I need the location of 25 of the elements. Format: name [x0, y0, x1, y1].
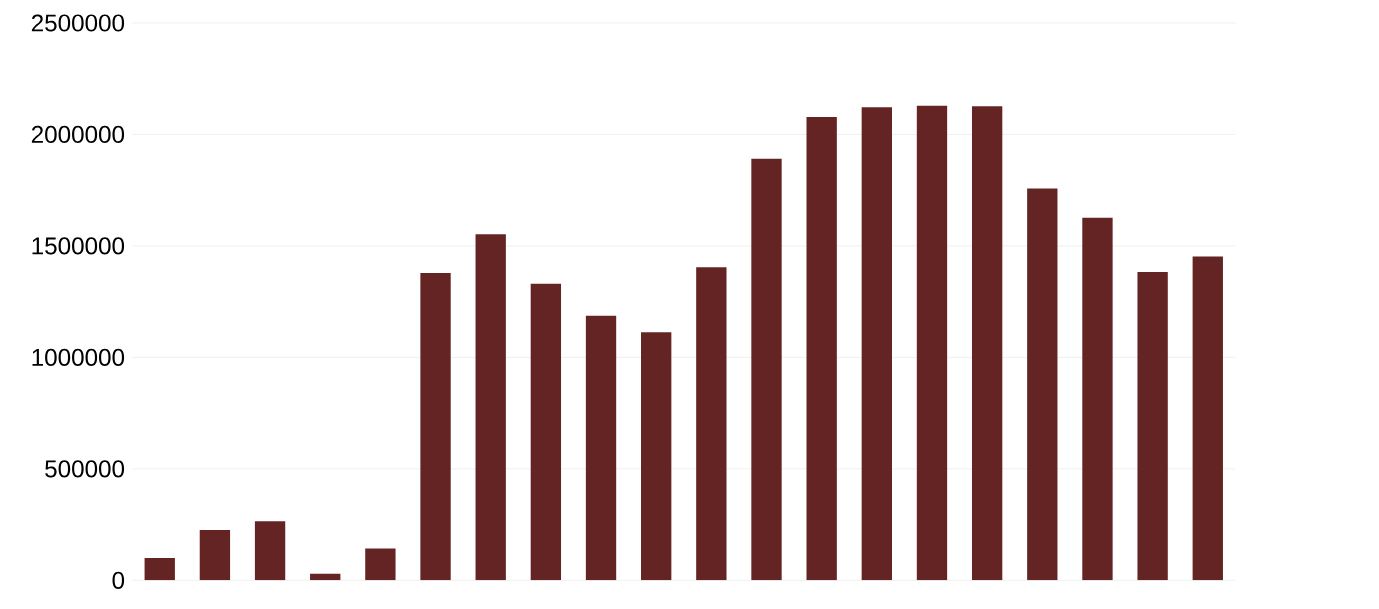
- bar: [1027, 188, 1058, 581]
- bar: [585, 315, 617, 581]
- y-tick-label: 2500000: [31, 14, 125, 32]
- bar: [475, 234, 506, 581]
- bar: [806, 117, 837, 581]
- bar: [751, 158, 782, 581]
- bar: [861, 107, 892, 581]
- bar: [1082, 217, 1113, 581]
- bar: [641, 332, 672, 581]
- bar: [420, 273, 451, 581]
- bar: [916, 105, 948, 581]
- bar: [365, 548, 396, 581]
- y-tick-label: 500000: [45, 460, 125, 478]
- y-tick-label: 0: [112, 571, 125, 589]
- y-tick-label: 1000000: [32, 348, 125, 366]
- bar: [1192, 256, 1223, 581]
- bar: [199, 529, 231, 581]
- bar: [1137, 271, 1168, 581]
- bar: [254, 521, 286, 581]
- bar: [530, 283, 562, 581]
- y-tick-label: 1500000: [32, 237, 125, 255]
- bar: [144, 558, 175, 581]
- y-tick-label: 2000000: [31, 125, 125, 143]
- bar: [696, 267, 727, 581]
- bar: [971, 106, 1003, 581]
